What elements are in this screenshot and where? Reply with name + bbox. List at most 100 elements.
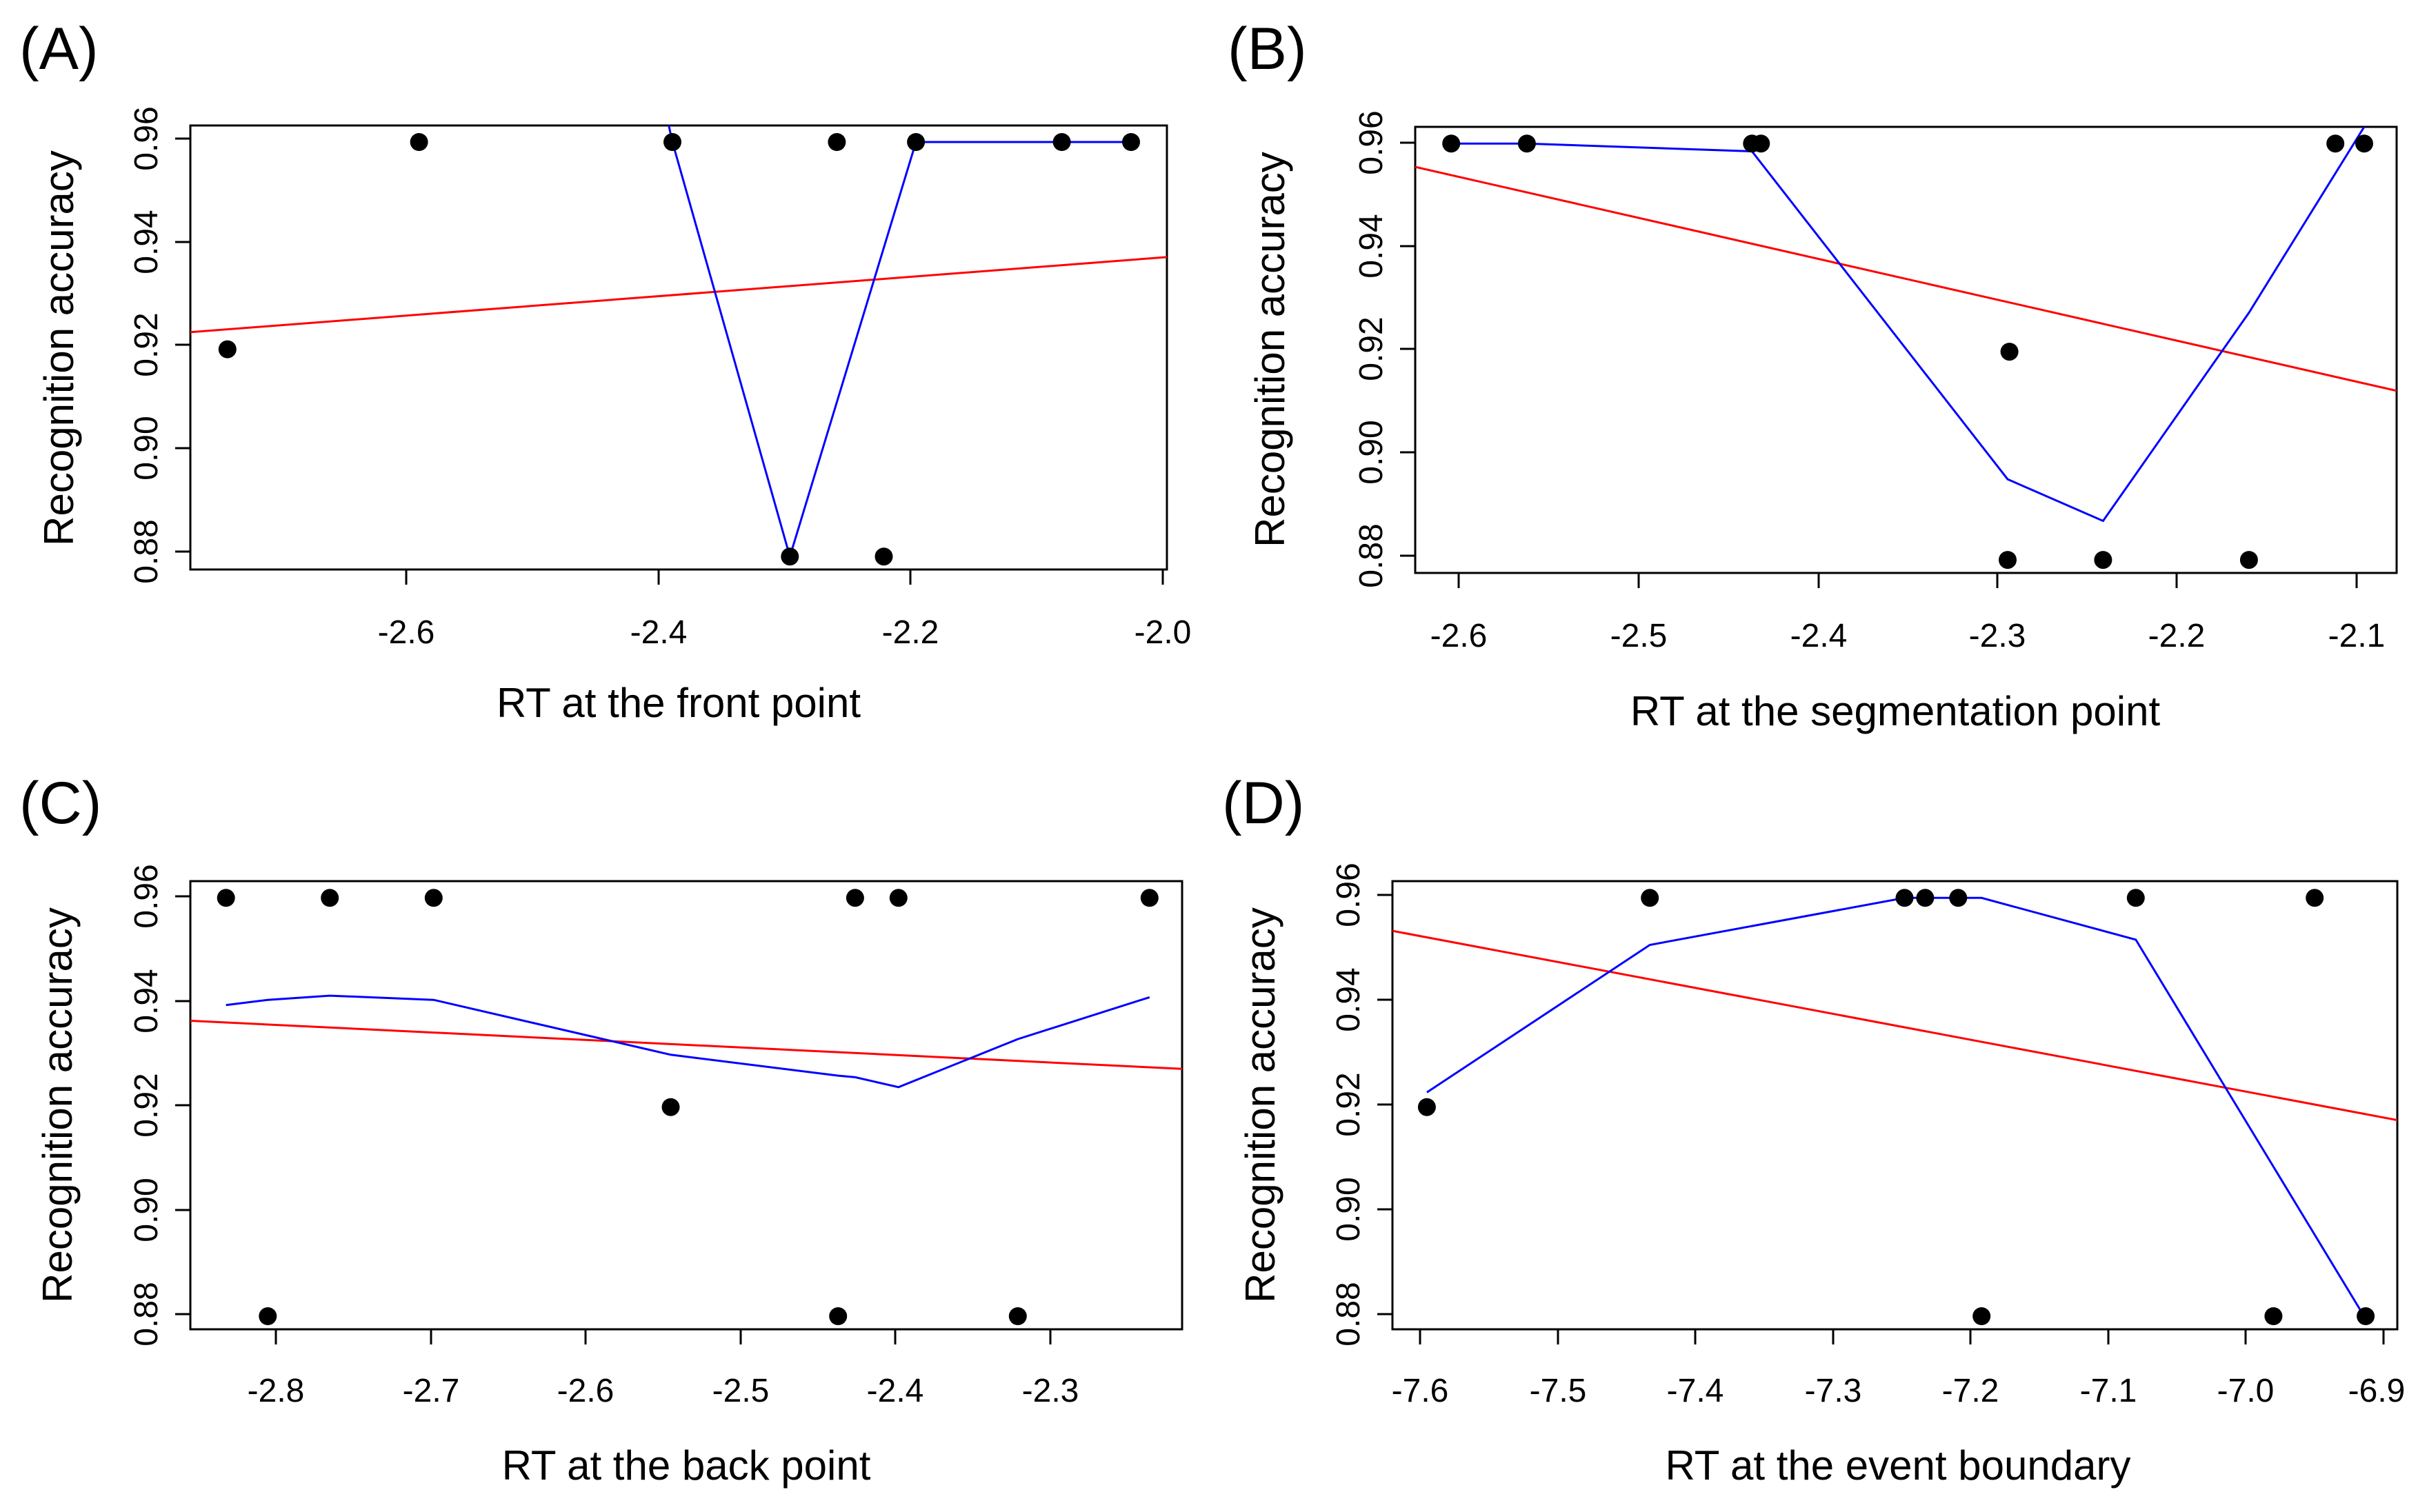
panel-label: (C) [19, 770, 101, 836]
x-tick-label: -2.6 [378, 614, 435, 651]
y-tick-label: 0.96 [1353, 110, 1390, 174]
linear-fit-line [1392, 929, 2397, 1122]
data-point [907, 133, 926, 151]
data-point [1140, 889, 1159, 907]
smoother-line [1426, 896, 2367, 1320]
y-tick-label: 0.92 [128, 1073, 165, 1137]
x-tick-label: -7.1 [2080, 1373, 2137, 1409]
x-tick-label: -7.4 [1667, 1373, 1724, 1409]
y-tick-label: 0.88 [1330, 1282, 1367, 1346]
data-point [2326, 134, 2345, 153]
panel-a: (A) -2.6 -2.4 -2.2 -2.0 RT at the front … [19, 16, 1191, 726]
data-point [889, 889, 908, 907]
y-tick-label: 0.90 [128, 416, 165, 480]
panel-d: (D) -7.6 -7.5 -7.4 -7.3 -7.2 -7.1 -7.0 -… [1222, 770, 2405, 1489]
x-tick-label: -7.0 [2217, 1373, 2275, 1409]
plot-frame [189, 880, 1183, 1331]
data-point [846, 889, 864, 907]
y-tick-label: 0.90 [128, 1178, 165, 1242]
x-tick-label: -2.5 [712, 1373, 770, 1409]
y-tick-label: 0.94 [1330, 967, 1367, 1031]
x-axis-title: RT at the back point [502, 1442, 871, 1489]
plot-area [1392, 889, 2397, 1325]
data-point [2306, 889, 2324, 907]
data-point [2355, 134, 2373, 153]
data-point [781, 547, 799, 566]
linear-fit-line [1415, 165, 2397, 392]
data-point [218, 340, 237, 359]
panel-b: (B) -2.6 -2.5 -2.4 -2.3 -2.2 -2.1 RT at … [1228, 16, 2398, 734]
data-point [321, 889, 339, 907]
panel-label: (D) [1222, 770, 1304, 836]
y-tick-label: 0.92 [1330, 1072, 1367, 1136]
panel-label: (A) [19, 16, 99, 82]
x-tick-label: -2.4 [867, 1373, 924, 1409]
data-point [259, 1307, 277, 1325]
y-tick-label: 0.90 [1330, 1177, 1367, 1241]
data-point [1008, 1307, 1027, 1325]
data-point [1916, 889, 1935, 907]
data-point [2264, 1307, 2283, 1325]
data-point [1999, 551, 2017, 569]
data-point [1122, 133, 1140, 151]
x-tick-label: -6.9 [2348, 1373, 2406, 1409]
data-point [1052, 133, 1071, 151]
x-tick-label: -2.5 [1610, 618, 1668, 654]
x-axis: -2.8 -2.7 -2.6 -2.5 -2.4 -2.3 RT at the … [248, 1328, 1079, 1489]
x-tick-label: -7.5 [1530, 1373, 1587, 1409]
y-axis: 0.88 0.90 0.92 0.94 0.96 Recognition acc… [34, 864, 192, 1347]
data-point [663, 133, 681, 151]
linear-fit-line [190, 1020, 1182, 1070]
y-tick-label: 0.88 [128, 1282, 165, 1346]
smoother-line [1451, 127, 2366, 523]
y-tick-label: 0.90 [1353, 420, 1390, 484]
y-axis: 0.88 0.90 0.92 0.94 0.96 Recognition acc… [36, 106, 192, 584]
data-point [1442, 134, 1461, 153]
x-tick-label: -2.2 [882, 614, 939, 651]
x-tick-label: -2.6 [1430, 618, 1488, 654]
data-point [1752, 134, 1770, 153]
x-tick-label: -7.2 [1942, 1373, 1999, 1409]
x-tick-label: -2.4 [1790, 618, 1848, 654]
y-tick-label: 0.92 [1353, 316, 1390, 381]
x-tick-label: -2.6 [557, 1373, 615, 1409]
x-axis-title: RT at the front point [497, 680, 861, 726]
y-tick-label: 0.96 [1330, 863, 1367, 927]
x-tick-label: -2.1 [2328, 618, 2386, 654]
smoother-line [668, 125, 1131, 561]
y-tick-label: 0.96 [128, 106, 165, 170]
plot-frame [189, 124, 1168, 571]
x-axis: -2.6 -2.5 -2.4 -2.3 -2.2 -2.1 RT at the … [1430, 572, 2386, 734]
x-tick-label: -7.6 [1392, 1373, 1449, 1409]
y-axis: 0.88 0.90 0.92 0.94 0.96 Recognition acc… [1237, 863, 1394, 1347]
x-axis: -2.6 -2.4 -2.2 -2.0 RT at the front poin… [378, 568, 1191, 726]
y-axis-title: Recognition accuracy [36, 150, 82, 546]
data-point [1895, 889, 1914, 907]
y-tick-label: 0.88 [1353, 523, 1390, 587]
smoother-line [226, 994, 1150, 1089]
data-point [828, 133, 846, 151]
plot-frame [1391, 880, 2399, 1331]
data-point [2126, 889, 2145, 907]
panel-c: (C) -2.8 -2.7 -2.6 -2.5 -2.4 -2.3 RT at … [19, 770, 1183, 1489]
y-tick-label: 0.96 [128, 864, 165, 928]
y-axis-title: Recognition accuracy [34, 907, 81, 1303]
x-tick-label: -2.3 [1022, 1373, 1079, 1409]
y-tick-label: 0.88 [128, 519, 165, 583]
x-tick-label: -2.3 [1969, 618, 2026, 654]
data-point [1517, 134, 1536, 153]
y-axis-title: Recognition accuracy [1237, 907, 1283, 1303]
x-tick-label: -2.4 [630, 614, 688, 651]
data-point [217, 889, 235, 907]
x-tick-label: -2.7 [403, 1373, 460, 1409]
data-point [1641, 889, 1659, 907]
plot-area [190, 889, 1182, 1325]
data-point [661, 1098, 680, 1116]
y-tick-label: 0.92 [128, 312, 165, 376]
linear-fit-line [190, 256, 1167, 334]
y-tick-label: 0.94 [1353, 214, 1390, 278]
data-point [2357, 1307, 2375, 1325]
data-point [829, 1307, 848, 1325]
x-axis-title: RT at the event boundary [1666, 1442, 2131, 1489]
x-tick-label: -7.3 [1805, 1373, 1862, 1409]
